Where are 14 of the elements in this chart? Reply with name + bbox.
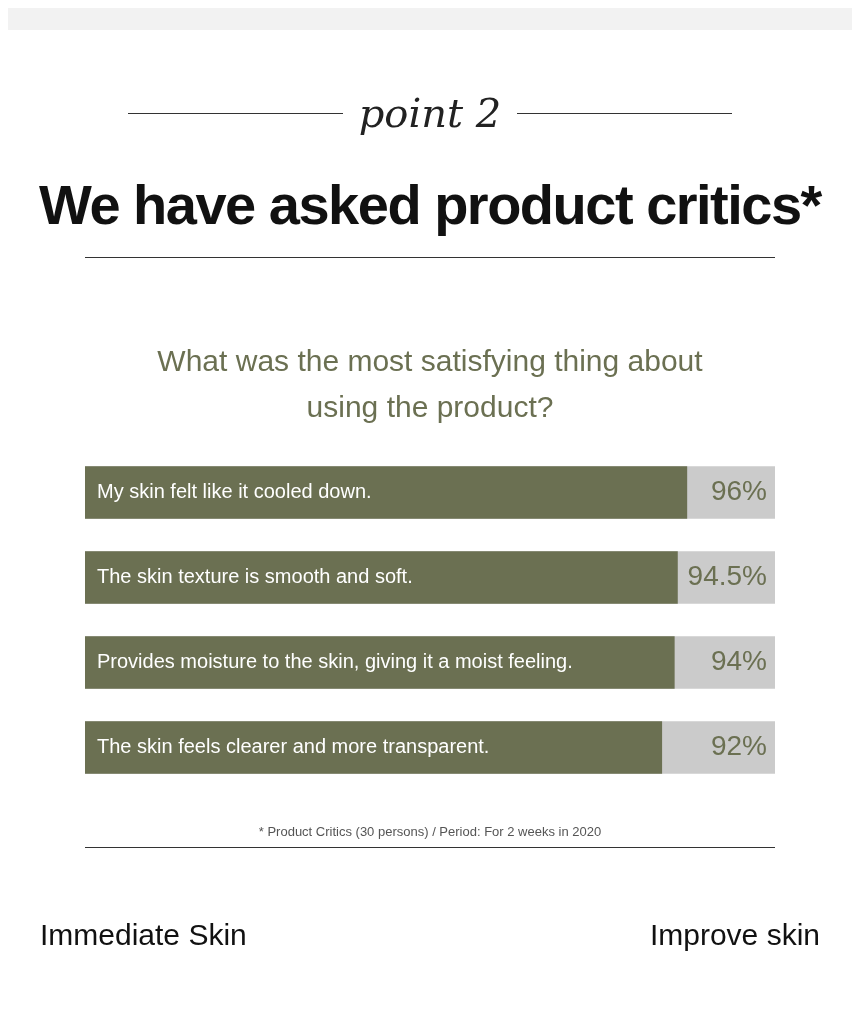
text: * Product Critics (30 persons) / Period: For 2 weeks in 2020 [257,824,603,839]
data-label: 92% [710,730,767,762]
data-label: 96% [710,475,767,507]
data-label: 94% [710,645,767,677]
y-tick-label: The skin feels clearer and more transparent. [97,735,490,758]
y-tick-label: The skin texture is smooth and soft. [97,565,413,588]
y-tick-label: My skin felt like it cooled down. [97,480,372,503]
chart-title: We have asked product critics* [38,172,823,237]
chart-subtitle: What was the most satisfying thing about using the product? [156,343,704,425]
data-label: 94.5% [687,560,767,592]
y-tick-label: Provides moisture to the skin, giving it a moist feeling. [97,650,573,673]
text: Immediate Skin [40,918,247,952]
text: Improve skin [649,918,820,952]
text: point 2 [358,90,502,136]
